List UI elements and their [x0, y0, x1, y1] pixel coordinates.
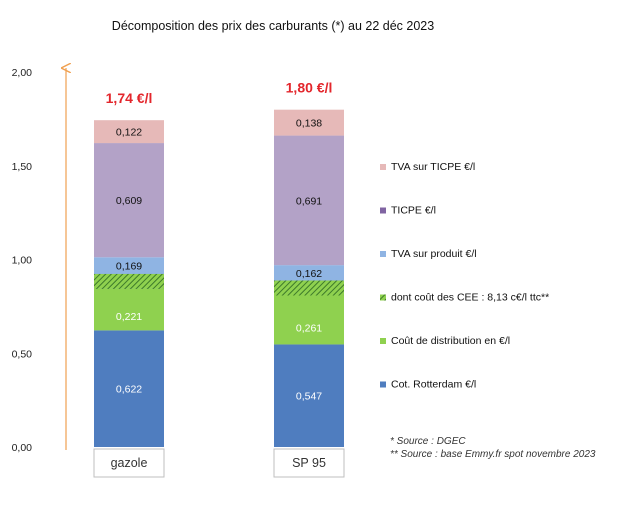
total-label: 1,80 €/l: [286, 80, 333, 96]
bar-segment: [274, 109, 344, 136]
bars: 0,622 0,221 0,169 0,609 0,122 1,74 €/l gazole 0…: [93, 80, 345, 478]
cee-hatched-segment: [94, 273, 164, 289]
legend-item: TVA sur TICPE €/l: [391, 161, 475, 173]
category-label: SP 95: [292, 456, 326, 470]
legend-swatch: [380, 207, 386, 214]
source-note-2: ** Source : base Emmy.fr spot novembre 2…: [390, 449, 596, 460]
data-label: 0,691: [296, 195, 322, 207]
category-box: [273, 448, 345, 478]
source-note-1: * Source : DGEC: [390, 436, 466, 447]
legend-item: TICPE €/l: [391, 205, 436, 217]
data-label: 0,122: [116, 127, 142, 139]
data-label: 0,547: [296, 391, 322, 403]
data-label: 0,261: [296, 322, 322, 334]
y-tick-label: 0,00: [12, 442, 33, 454]
bar-segment: [94, 288, 164, 331]
total-label: 1,74 €/l: [106, 90, 153, 106]
legend-swatch: [380, 381, 386, 388]
data-label: 0,221: [116, 311, 142, 323]
y-tick-label: 1,00: [12, 255, 33, 267]
cee-hatched-segment: [274, 280, 344, 296]
legend-swatch: [380, 294, 386, 301]
bar-segment: [274, 295, 344, 345]
data-label: 0,138: [296, 118, 322, 130]
legend-item: Coût de distribution en €/l: [391, 335, 510, 347]
data-label: 0,169: [116, 261, 142, 273]
bar-segment: [274, 344, 344, 447]
data-label: 0,609: [116, 195, 142, 207]
legend-item: TVA sur produit €/l: [391, 248, 477, 260]
legend-swatch: [380, 338, 386, 344]
bar-segment: [274, 135, 344, 266]
chart-title: Décomposition des prix des carburants (*…: [112, 19, 434, 33]
y-tick-label: 0,50: [12, 348, 33, 360]
bar-segment: [94, 120, 164, 144]
data-label: 0,162: [296, 268, 322, 280]
legend-item: Cot. Rotterdam €/l: [391, 379, 476, 391]
category-label: gazole: [111, 456, 148, 470]
y-axis: 0,00 0,50 1,00 1,50 2,00: [12, 67, 33, 454]
y-tick-label: 1,50: [12, 161, 33, 173]
legend-swatch: [380, 251, 386, 257]
legend-item: dont coût des CEE : 8,13 c€/l ttc**: [391, 292, 549, 304]
bar-segment: [94, 330, 164, 447]
y-tick-label: 2,00: [12, 67, 33, 79]
legend: TVA sur TICPE €/l TICPE €/l TVA sur produi…: [380, 161, 549, 391]
legend-swatch: [380, 164, 386, 170]
category-box: [93, 448, 165, 478]
bar-segment: [94, 143, 164, 258]
data-label: 0,622: [116, 384, 142, 396]
